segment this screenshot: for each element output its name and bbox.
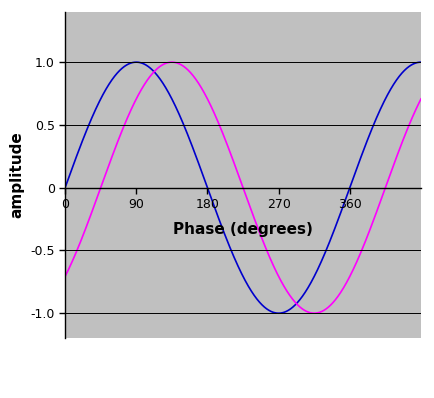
Y-axis label: amplitude: amplitude (10, 132, 25, 219)
X-axis label: Phase (degrees): Phase (degrees) (173, 222, 313, 237)
